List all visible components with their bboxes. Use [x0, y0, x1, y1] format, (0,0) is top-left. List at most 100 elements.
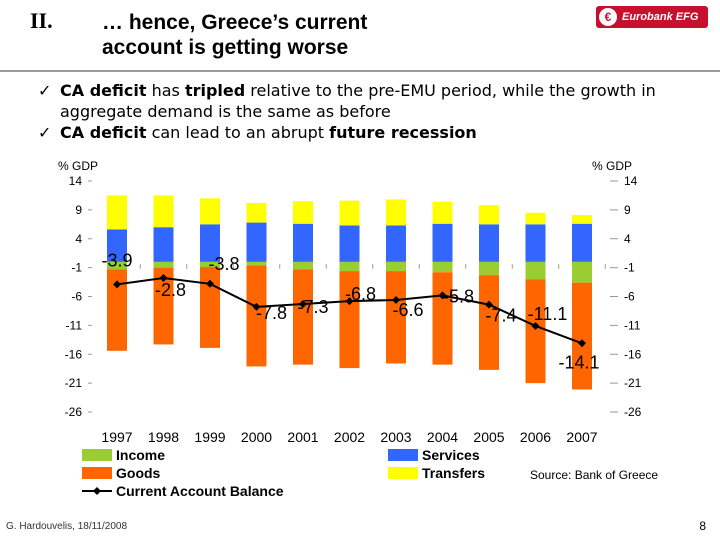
bullet-2: ✓ CA deficit can lead to an abrupt futur…	[38, 122, 713, 143]
bar-services-2002	[339, 225, 360, 262]
bar-income-2002	[339, 261, 360, 272]
y-tick-right: -11	[624, 318, 641, 332]
bar-services-2001	[293, 223, 313, 262]
bullet-2-text: CA deficit can lead to an abrupt future …	[60, 123, 477, 142]
y-tick-right: -26	[624, 405, 642, 419]
bar-goods-1999	[200, 267, 220, 348]
y-tick-left: 9	[75, 203, 82, 217]
bar-goods-2006	[525, 279, 546, 384]
page-number: 8	[699, 519, 706, 533]
bar-services-2007	[572, 223, 592, 262]
check-icon: ✓	[38, 81, 52, 100]
bar-transfers-2003	[386, 199, 406, 226]
y-tick-left: 4	[75, 232, 82, 246]
bar-income-2006	[525, 261, 546, 280]
y-tick-left: 14	[69, 174, 83, 188]
point-current-account-2000	[252, 302, 261, 311]
bar-goods-2007	[572, 282, 592, 390]
bar-income-2000	[246, 261, 267, 266]
slide-title: … hence, Greece’s current account is get…	[102, 10, 367, 60]
bar-goods-2005	[479, 275, 499, 370]
bar-services-2005	[479, 224, 499, 262]
point-current-account-1998	[159, 274, 168, 283]
point-current-account-2004	[438, 291, 447, 300]
point-current-account-2001	[299, 300, 307, 309]
legend-swatch-transfers	[388, 467, 418, 479]
point-current-account-1997	[113, 280, 121, 289]
y-tick-left: -1	[71, 261, 82, 275]
x-tick-label: 2006	[520, 429, 551, 445]
data-label-2000: -7.8	[256, 303, 287, 323]
bar-transfers-2000	[246, 202, 267, 223]
bar-goods-1998	[153, 267, 174, 345]
bar-income-2005	[479, 261, 499, 276]
point-current-account-2005	[485, 300, 493, 309]
point-current-account-2006	[531, 321, 540, 330]
y-tick-right: -6	[624, 290, 635, 304]
x-tick-label: 2001	[287, 429, 318, 445]
bullet-1: ✓ CA deficit has tripled relative to the…	[38, 80, 713, 122]
point-current-account-2002	[345, 297, 354, 306]
logo-text: Eurobank EFG	[622, 11, 699, 23]
point-current-account-1999	[206, 279, 214, 288]
point-current-account-2003	[392, 295, 400, 304]
legend-label-goods: Goods	[116, 465, 161, 481]
y-axis-label-left: % GDP	[58, 159, 98, 173]
data-label-2007: -14.1	[558, 352, 599, 372]
point-current-account-2007	[578, 339, 586, 348]
legend-label-income: Income	[116, 447, 165, 463]
y-tick-left: -26	[65, 405, 83, 419]
chart-source: Source: Bank of Greece	[530, 468, 659, 482]
legend-swatch-goods	[82, 467, 112, 479]
bar-transfers-1999	[200, 198, 220, 225]
x-tick-label: 1998	[148, 429, 179, 445]
bar-income-1999	[200, 261, 220, 268]
bar-income-2007	[572, 261, 592, 283]
y-tick-left: -11	[66, 318, 83, 332]
x-tick-label: 2004	[427, 429, 458, 445]
data-label-2001: -7.3	[297, 297, 328, 317]
legend-label-transfers: Transfers	[422, 465, 485, 481]
footer-author-date: G. Hardouvelis, 18/11/2008	[6, 521, 128, 532]
bar-transfers-1997	[107, 195, 127, 230]
bar-transfers-2004	[432, 201, 453, 224]
bar-goods-2002	[339, 271, 360, 369]
bar-income-2003	[386, 261, 406, 272]
eurobank-logo-icon: €	[599, 8, 617, 26]
y-tick-right: 9	[624, 203, 631, 217]
bullet-list: ✓ CA deficit has tripled relative to the…	[38, 80, 713, 143]
y-tick-right: -21	[624, 376, 642, 390]
bar-transfers-1998	[153, 195, 174, 228]
y-tick-right: -1	[624, 261, 635, 275]
bar-transfers-2005	[479, 205, 499, 225]
bar-transfers-2006	[525, 212, 546, 225]
legend-marker-current-account	[93, 487, 101, 495]
bar-services-2004	[432, 223, 453, 262]
section-number: II.	[30, 8, 53, 33]
x-tick-label: 1997	[101, 429, 132, 445]
x-tick-label: 1999	[194, 429, 225, 445]
x-tick-label: 2007	[566, 429, 597, 445]
bar-income-1997	[107, 261, 127, 270]
data-label-1997: -3.9	[101, 250, 132, 270]
data-label-2003: -6.6	[392, 300, 423, 320]
bar-goods-2000	[246, 265, 267, 367]
y-tick-right: 14	[624, 174, 638, 188]
data-label-1999: -3.8	[208, 254, 239, 274]
eurobank-logo: € Eurobank EFG	[596, 6, 708, 28]
bar-services-1998	[153, 227, 174, 262]
y-tick-right: 4	[624, 232, 631, 246]
legend-label-current-account: Current Account Balance	[116, 483, 284, 499]
bar-transfers-2001	[293, 201, 313, 224]
legend-swatch-income	[82, 449, 112, 461]
bar-goods-2001	[293, 269, 313, 365]
bar-services-1999	[200, 224, 220, 262]
data-label-2002: -6.8	[345, 284, 376, 304]
bar-services-2000	[246, 222, 267, 262]
bar-income-1998	[153, 261, 174, 268]
data-label-1998: -2.8	[155, 280, 186, 300]
bar-services-2006	[525, 224, 546, 262]
legend-label-services: Services	[422, 447, 480, 463]
bar-transfers-2007	[572, 215, 592, 224]
